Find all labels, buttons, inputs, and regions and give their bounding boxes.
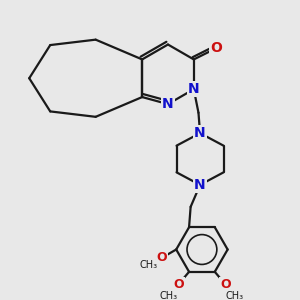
Text: O: O [210, 41, 222, 56]
Text: N: N [188, 82, 200, 96]
Text: N: N [194, 126, 206, 140]
Text: CH₃: CH₃ [140, 260, 158, 270]
Text: N: N [194, 178, 206, 192]
Text: CH₃: CH₃ [226, 291, 244, 300]
Text: O: O [157, 251, 167, 264]
Text: O: O [173, 278, 184, 291]
Text: O: O [220, 278, 231, 291]
Text: CH₃: CH₃ [160, 291, 178, 300]
Text: N: N [162, 97, 174, 111]
